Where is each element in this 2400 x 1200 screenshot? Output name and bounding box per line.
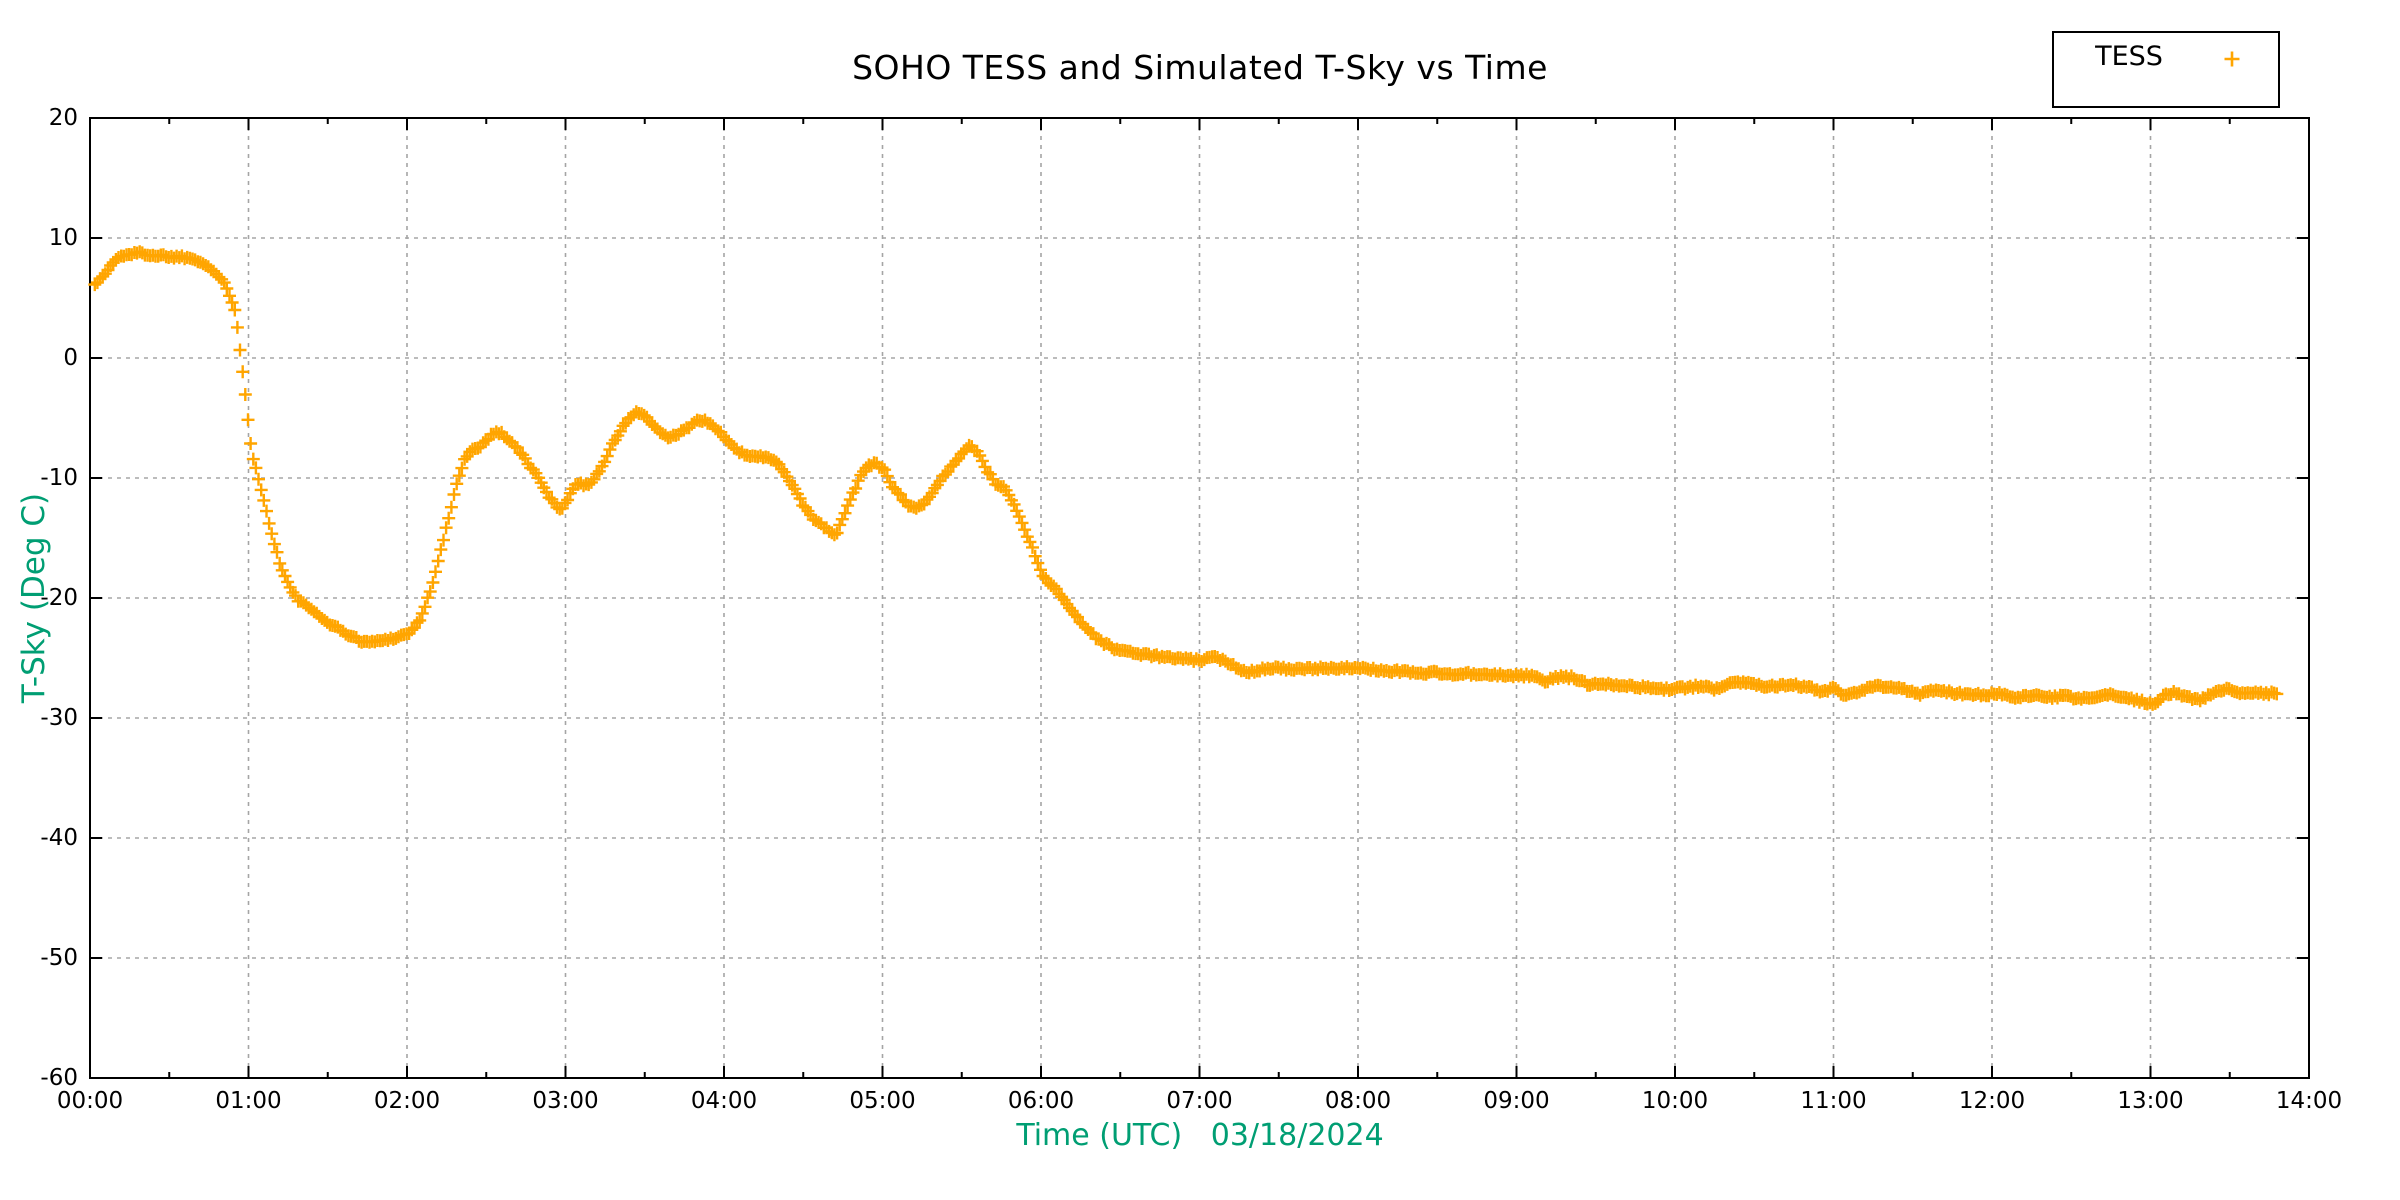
x-tick-label: 08:00 (1325, 1088, 1391, 1114)
x-tick-label: 09:00 (1483, 1088, 1549, 1114)
x-tick-label: 06:00 (1008, 1088, 1074, 1114)
x-tick-label: 10:00 (1642, 1088, 1708, 1114)
x-tick-label: 07:00 (1166, 1088, 1232, 1114)
y-tick-label: -10 (40, 465, 78, 491)
x-axis-label: Time (UTC) 03/18/2024 (1016, 1118, 1384, 1153)
x-tick-label: 02:00 (374, 1088, 440, 1114)
x-tick-label: 13:00 (2117, 1088, 2183, 1114)
x-tick-label: 00:00 (57, 1088, 123, 1114)
y-tick-label: -30 (40, 705, 78, 731)
y-tick-label: 10 (49, 225, 78, 251)
axis-border (89, 117, 2310, 1079)
y-tick-label: -20 (40, 585, 78, 611)
x-tick-label: 03:00 (532, 1088, 598, 1114)
y-axis-label: T-Sky (Deg C) (16, 492, 52, 704)
y-tick-label: 20 (49, 105, 78, 131)
legend-label-tess: TESS (2095, 41, 2163, 72)
x-tick-label: 11:00 (1800, 1088, 1866, 1114)
legend-box: TESS (2052, 31, 2280, 108)
grid-lines (90, 118, 2309, 1078)
y-tick-label: -60 (40, 1065, 78, 1091)
chart-title: SOHO TESS and Simulated T-Sky vs Time (852, 48, 1548, 87)
tess-data-points (88, 245, 2284, 711)
x-tick-label: 05:00 (849, 1088, 915, 1114)
y-tick-label: -50 (40, 945, 78, 971)
x-tick-label: 12:00 (1959, 1088, 2025, 1114)
y-tick-label: -40 (40, 825, 78, 851)
x-tick-label: 14:00 (2276, 1088, 2342, 1114)
x-tick-label: 04:00 (691, 1088, 757, 1114)
y-tick-label: 0 (63, 345, 78, 371)
plus-marker-icon (2224, 51, 2240, 67)
x-tick-label: 01:00 (215, 1088, 281, 1114)
